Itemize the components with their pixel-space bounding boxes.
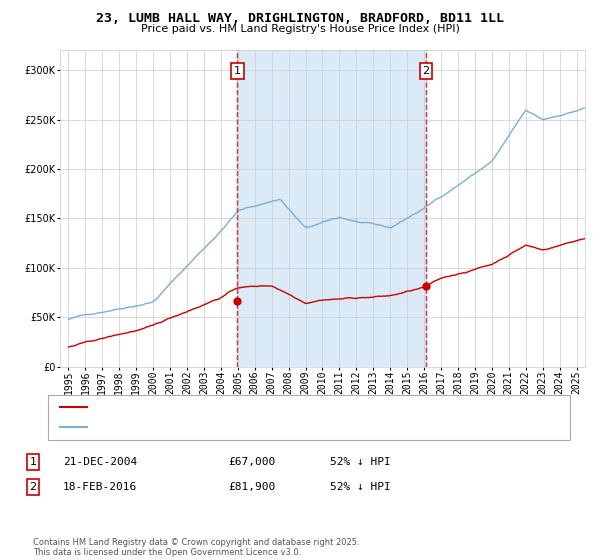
Text: 1: 1 (234, 66, 241, 76)
Text: 2: 2 (29, 482, 37, 492)
Text: £81,900: £81,900 (228, 482, 275, 492)
Text: 21-DEC-2004: 21-DEC-2004 (63, 457, 137, 467)
Text: HPI: Average price, semi-detached house, Leeds: HPI: Average price, semi-detached house,… (93, 422, 329, 432)
Text: 23, LUMB HALL WAY, DRIGHLINGTON, BRADFORD, BD11 1LL (semi-detached house): 23, LUMB HALL WAY, DRIGHLINGTON, BRADFOR… (93, 402, 504, 412)
Text: 52% ↓ HPI: 52% ↓ HPI (330, 482, 391, 492)
Text: 23, LUMB HALL WAY, DRIGHLINGTON, BRADFORD, BD11 1LL: 23, LUMB HALL WAY, DRIGHLINGTON, BRADFOR… (96, 12, 504, 25)
Text: 2: 2 (422, 66, 430, 76)
Text: Contains HM Land Registry data © Crown copyright and database right 2025.
This d: Contains HM Land Registry data © Crown c… (33, 538, 359, 557)
Text: 52% ↓ HPI: 52% ↓ HPI (330, 457, 391, 467)
Text: 1: 1 (29, 457, 37, 467)
Text: 18-FEB-2016: 18-FEB-2016 (63, 482, 137, 492)
Bar (238, 50, 426, 367)
Text: Price paid vs. HM Land Registry's House Price Index (HPI): Price paid vs. HM Land Registry's House … (140, 24, 460, 34)
Text: £67,000: £67,000 (228, 457, 275, 467)
